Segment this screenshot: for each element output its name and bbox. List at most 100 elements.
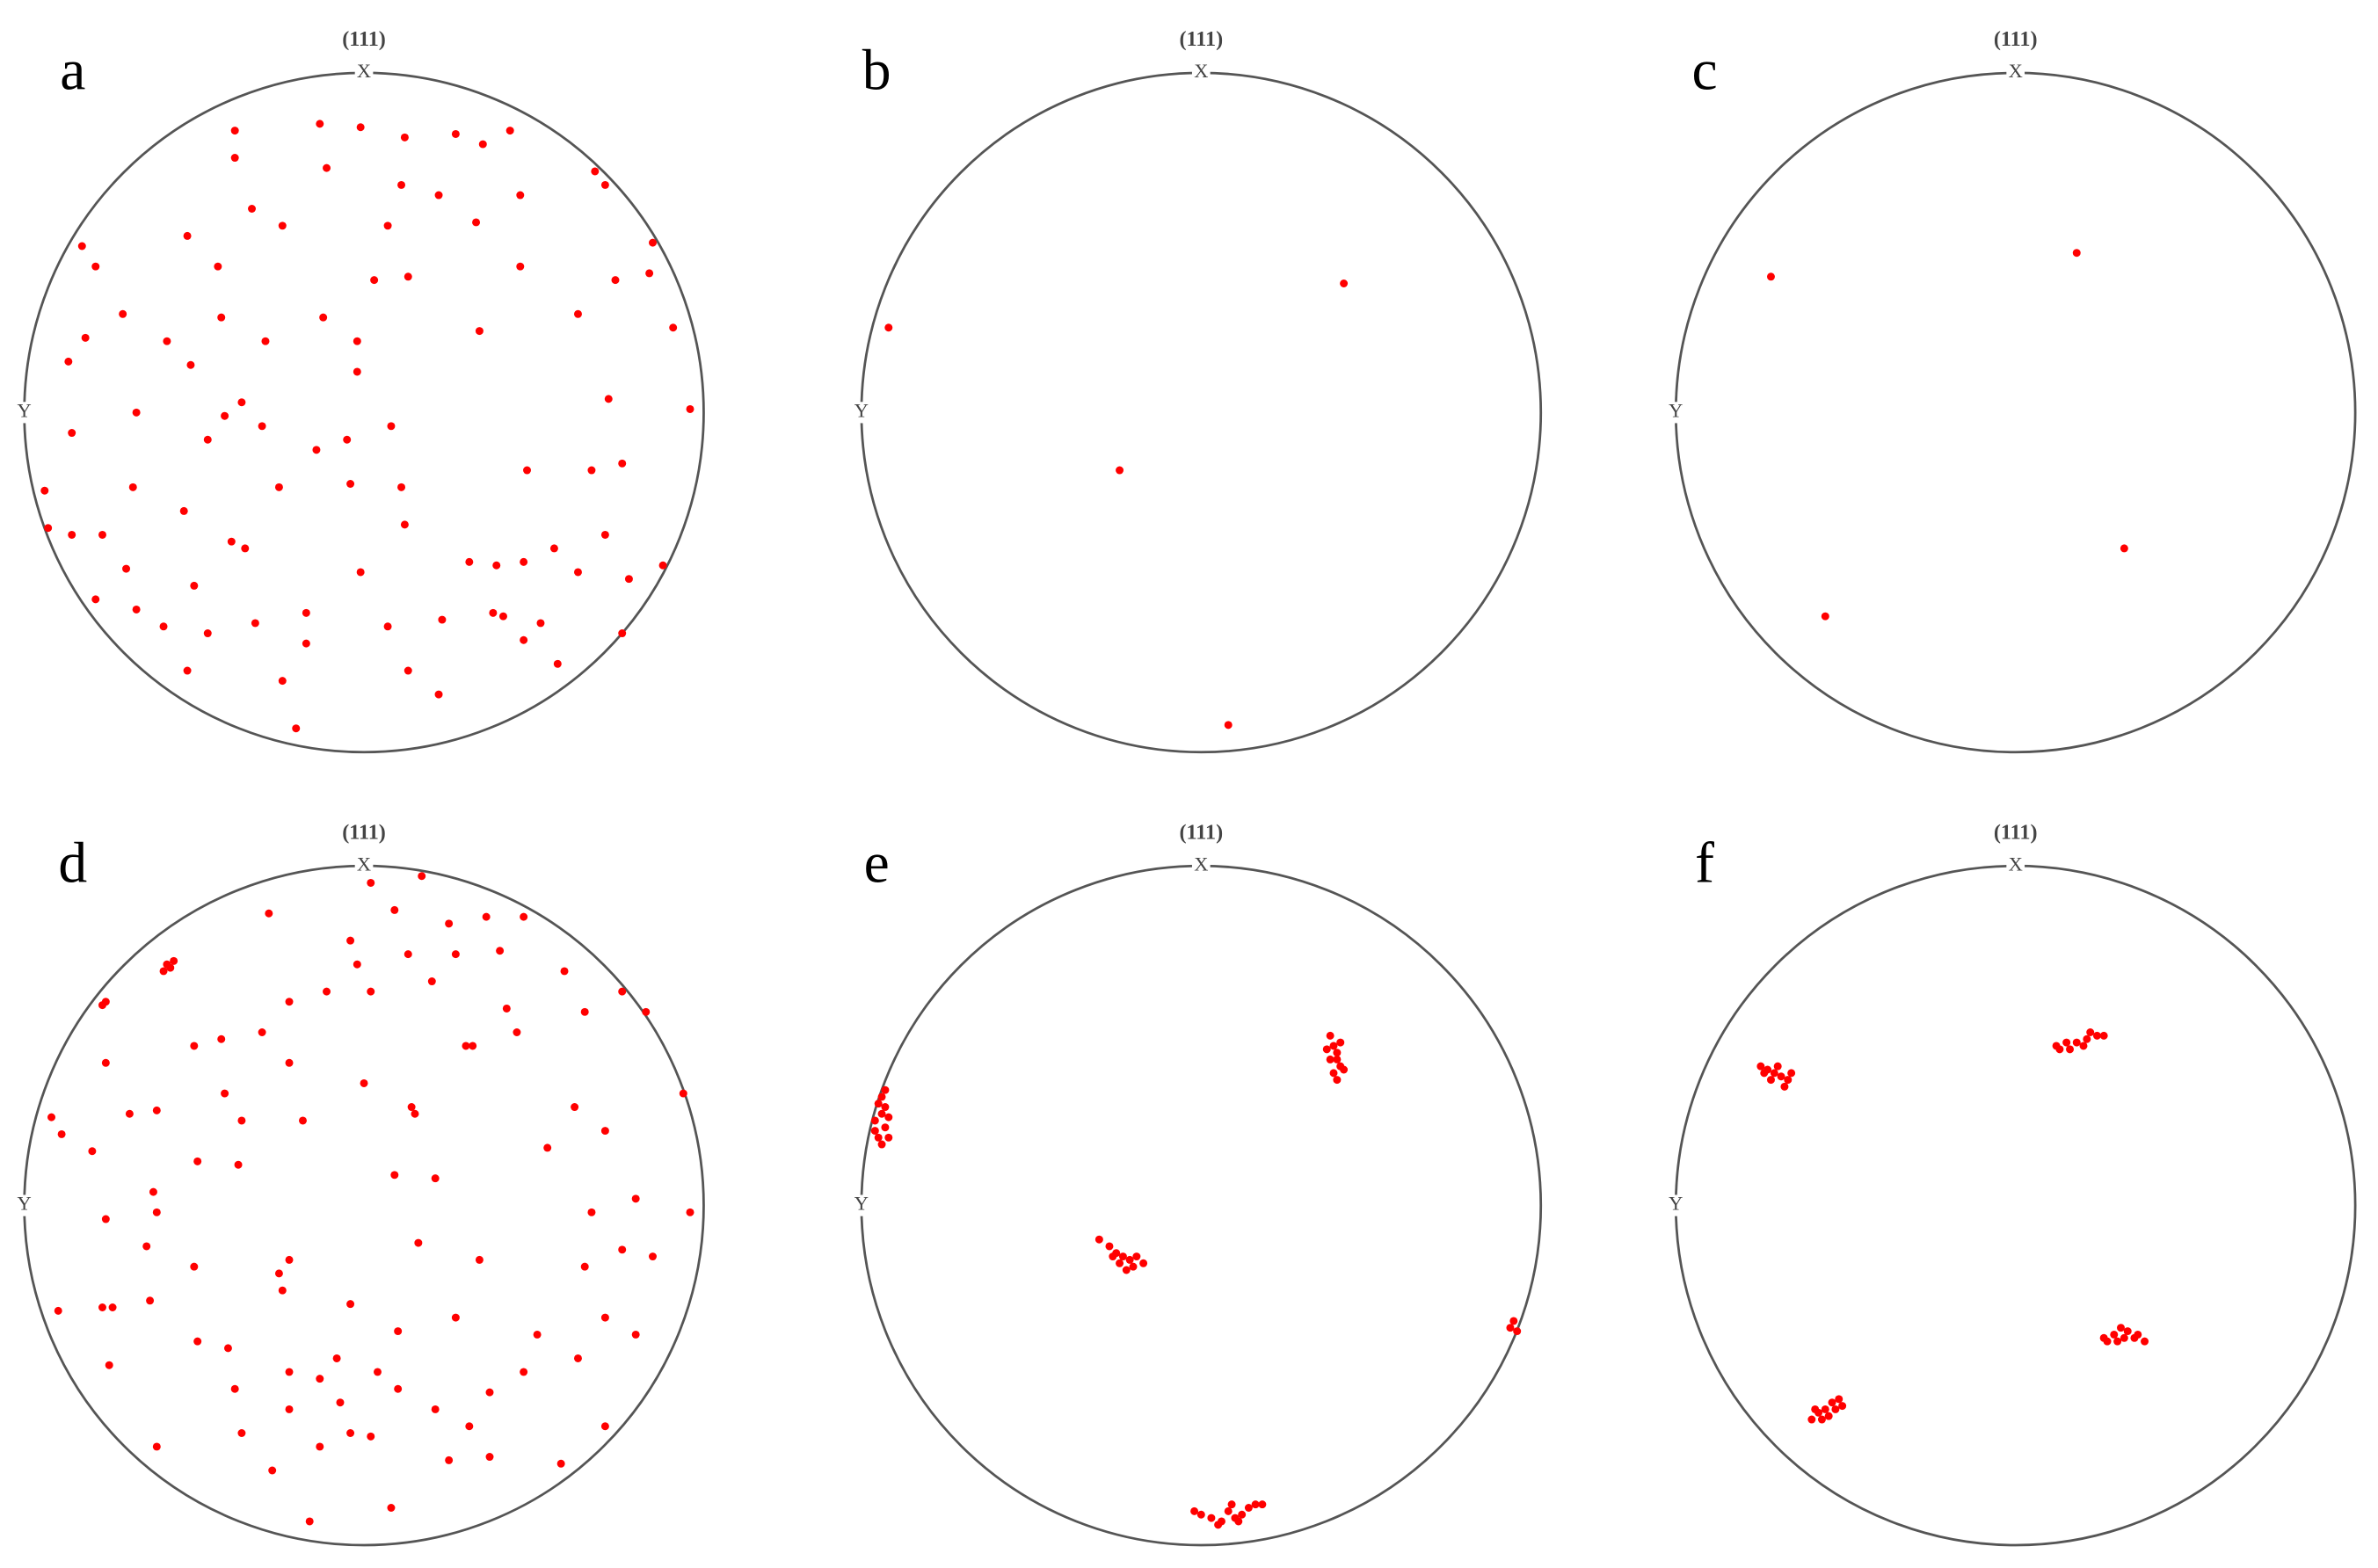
pole-point bbox=[496, 947, 505, 955]
pole-point bbox=[1838, 1402, 1847, 1411]
pole-figure: b (111) X Y bbox=[852, 27, 1543, 754]
pole-point bbox=[241, 544, 250, 553]
pole-point bbox=[183, 666, 192, 675]
pole-point bbox=[1784, 1076, 1793, 1085]
pole-point bbox=[411, 1109, 419, 1118]
pole-point bbox=[190, 1042, 199, 1050]
pole-point bbox=[316, 1442, 324, 1451]
pole-point bbox=[600, 1313, 609, 1322]
pole-point bbox=[571, 1103, 579, 1112]
pole-point bbox=[658, 561, 667, 570]
pole-point bbox=[1770, 1069, 1778, 1078]
pole-point bbox=[469, 1042, 477, 1050]
pole-point bbox=[600, 1422, 609, 1431]
pole-point bbox=[482, 912, 491, 921]
pole-point bbox=[1116, 466, 1124, 475]
pole-point bbox=[870, 1127, 879, 1136]
pole-figure: a (111) X Y bbox=[15, 27, 705, 754]
pole-point bbox=[1326, 1055, 1334, 1063]
pole-point bbox=[390, 905, 399, 914]
pole-point bbox=[881, 1103, 890, 1112]
label-backdrop bbox=[1191, 855, 1211, 877]
label-backdrop bbox=[2006, 855, 2025, 877]
pole-point bbox=[465, 1422, 474, 1431]
pole-point bbox=[1777, 1072, 1785, 1081]
pole-point bbox=[1828, 1398, 1836, 1407]
pole-point bbox=[686, 404, 694, 413]
pole-title: (111) bbox=[342, 820, 386, 844]
label-backdrop bbox=[354, 62, 374, 83]
pole-point bbox=[400, 520, 409, 529]
pole-point bbox=[485, 1453, 494, 1462]
pole-point bbox=[370, 276, 379, 285]
pole-point bbox=[343, 435, 352, 444]
pole-point bbox=[1234, 1517, 1243, 1526]
pole-point bbox=[549, 544, 558, 553]
pole-point bbox=[489, 608, 498, 617]
pole-title: (111) bbox=[342, 27, 386, 51]
pole-point bbox=[44, 524, 53, 533]
pole-point bbox=[316, 120, 324, 128]
pole-point bbox=[884, 323, 893, 332]
pole-point bbox=[451, 950, 460, 959]
pole-point bbox=[125, 1109, 134, 1118]
pole-point bbox=[1238, 1510, 1247, 1519]
pole-point bbox=[285, 1368, 294, 1376]
pole-point bbox=[600, 530, 609, 539]
label-backdrop bbox=[1666, 402, 1685, 424]
pole-point bbox=[346, 1300, 355, 1309]
pole-point bbox=[390, 1171, 399, 1180]
pole-point bbox=[877, 1109, 886, 1118]
pole-point bbox=[227, 537, 236, 546]
pole-point bbox=[492, 561, 501, 570]
pole-point bbox=[217, 1034, 226, 1043]
pole-point bbox=[367, 987, 375, 996]
pole-figure-boundary bbox=[1674, 864, 2357, 1547]
pole-point bbox=[1336, 1038, 1345, 1047]
pole-point bbox=[285, 998, 294, 1006]
pole-title: (111) bbox=[1179, 27, 1223, 51]
pole-point bbox=[1094, 1235, 1103, 1244]
pole-point bbox=[1340, 279, 1349, 287]
pole-point bbox=[1129, 1262, 1138, 1271]
pole-point bbox=[1780, 1082, 1789, 1091]
pole-point bbox=[462, 1042, 470, 1050]
pole-point bbox=[591, 167, 600, 176]
pole-point bbox=[2086, 1028, 2095, 1036]
pole-point bbox=[580, 1007, 589, 1016]
pole-point bbox=[1766, 272, 1775, 281]
pole-point bbox=[649, 1252, 657, 1261]
pole-title: (111) bbox=[1179, 820, 1223, 844]
pole-point bbox=[258, 1028, 266, 1036]
pole-point bbox=[502, 1004, 511, 1013]
pole-point bbox=[356, 568, 365, 577]
pole-point bbox=[91, 262, 100, 271]
pole-point bbox=[573, 1354, 582, 1362]
pole-point bbox=[573, 568, 582, 577]
pole-point bbox=[645, 269, 654, 278]
y-axis-label: Y bbox=[1669, 1193, 1683, 1215]
pole-point bbox=[874, 1133, 883, 1142]
pole-point bbox=[142, 1242, 151, 1251]
pole-point bbox=[203, 629, 212, 638]
pole-point bbox=[1224, 1506, 1233, 1515]
pole-point bbox=[1831, 1405, 1840, 1413]
pole-point bbox=[498, 612, 507, 621]
pole-point bbox=[221, 411, 229, 420]
pole-point bbox=[248, 205, 256, 213]
pole-point bbox=[533, 1330, 542, 1339]
pole-point bbox=[1756, 1062, 1765, 1071]
pole-figure-boundary bbox=[1674, 71, 2357, 754]
label-backdrop bbox=[852, 1194, 871, 1216]
y-axis-label: Y bbox=[854, 399, 869, 421]
pole-point bbox=[40, 486, 49, 495]
pole-point bbox=[1821, 1405, 1829, 1413]
pole-point bbox=[418, 872, 426, 881]
pole-point bbox=[285, 1255, 294, 1264]
pole-point bbox=[1513, 1327, 1522, 1336]
pole-point bbox=[465, 557, 474, 566]
pole-figure-boundary bbox=[860, 71, 1543, 754]
pole-point bbox=[193, 1337, 202, 1346]
pole-point bbox=[346, 936, 355, 945]
pole-point bbox=[404, 666, 412, 675]
